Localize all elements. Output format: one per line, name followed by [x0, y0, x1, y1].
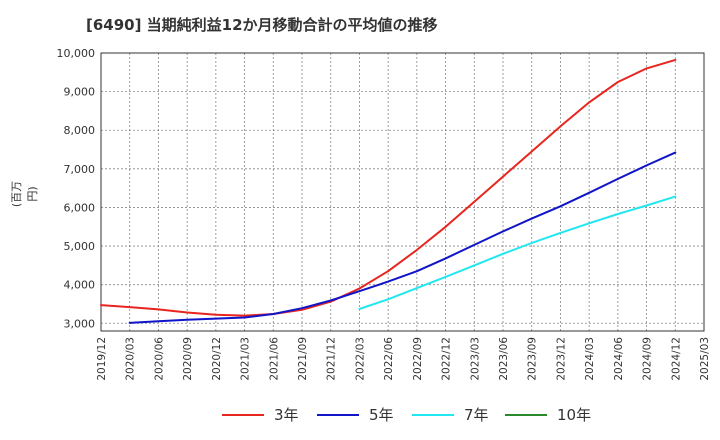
- legend-item: 3年: [222, 404, 299, 425]
- x-tick-label: 2021/09: [297, 337, 309, 381]
- legend-item: 5年: [317, 404, 394, 425]
- y-tick-label: 8,000: [64, 124, 96, 137]
- x-tick-label: 2020/12: [211, 337, 223, 381]
- x-tick-label: 2023/12: [555, 337, 567, 381]
- x-tick-label: 2023/06: [498, 337, 510, 381]
- x-tick-label: 2019/12: [96, 337, 108, 381]
- chart-title: [6490] 当期純利益12か月移動合計の平均値の推移: [86, 16, 438, 34]
- y-tick-label: 6,000: [64, 201, 96, 214]
- x-tick-label: 2022/09: [412, 337, 424, 381]
- y-tick-label: 3,000: [64, 317, 96, 330]
- legend-label: 5年: [369, 406, 394, 424]
- x-tick-label: 2024/03: [584, 337, 596, 381]
- x-tick-label: 2020/09: [182, 337, 194, 381]
- legend-item: 7年: [412, 404, 489, 425]
- plot-area: [101, 53, 704, 331]
- x-tick-label: 2022/12: [441, 337, 453, 381]
- x-tick-label: 2020/06: [153, 337, 165, 381]
- legend-label: 7年: [464, 406, 489, 424]
- y-tick-label: 9,000: [64, 86, 96, 99]
- legend: 3年 5年 7年 10年: [0, 404, 720, 428]
- legend-label: 10年: [557, 406, 592, 424]
- x-tick-label: 2020/03: [125, 337, 137, 381]
- plot-frame: [100, 52, 705, 332]
- legend-item: 10年: [505, 404, 591, 425]
- x-tick-label: 2024/09: [642, 337, 654, 381]
- legend-label: 3年: [274, 406, 299, 424]
- x-tick-label: 2021/03: [240, 337, 252, 381]
- x-tick-label: 2021/06: [268, 337, 280, 381]
- x-tick-label: 2023/03: [469, 337, 481, 381]
- series-line-7年: [358, 195, 677, 310]
- y-tick-label: 10,000: [57, 47, 96, 60]
- x-tick-label: 2021/12: [326, 337, 338, 381]
- y-tick-label: 7,000: [64, 163, 96, 176]
- legend-swatch: [222, 413, 264, 416]
- x-tick-label: 2023/09: [527, 337, 539, 381]
- x-tick-label: 2022/03: [354, 337, 366, 381]
- x-tick-label: 2025/03: [699, 337, 711, 381]
- series-line-3年: [100, 58, 677, 317]
- x-tick-label: 2022/06: [383, 337, 395, 381]
- x-tick-label: 2024/06: [613, 337, 625, 381]
- legend-swatch: [505, 413, 547, 416]
- x-tick-label: 2024/12: [670, 337, 682, 381]
- legend-swatch: [412, 413, 454, 416]
- series-line-5年: [128, 151, 677, 324]
- legend-swatch: [317, 413, 359, 416]
- y-tick-label: 5,000: [64, 240, 96, 253]
- y-tick-label: 4,000: [64, 279, 96, 292]
